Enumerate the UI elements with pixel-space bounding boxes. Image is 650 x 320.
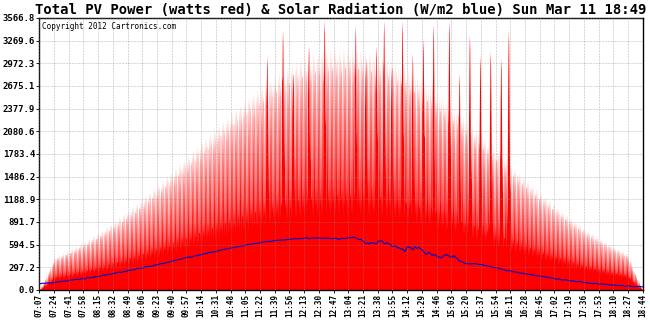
Title: Total PV Power (watts red) & Solar Radiation (W/m2 blue) Sun Mar 11 18:49: Total PV Power (watts red) & Solar Radia… <box>35 3 647 17</box>
Text: Copyright 2012 Cartronics.com: Copyright 2012 Cartronics.com <box>42 22 176 31</box>
